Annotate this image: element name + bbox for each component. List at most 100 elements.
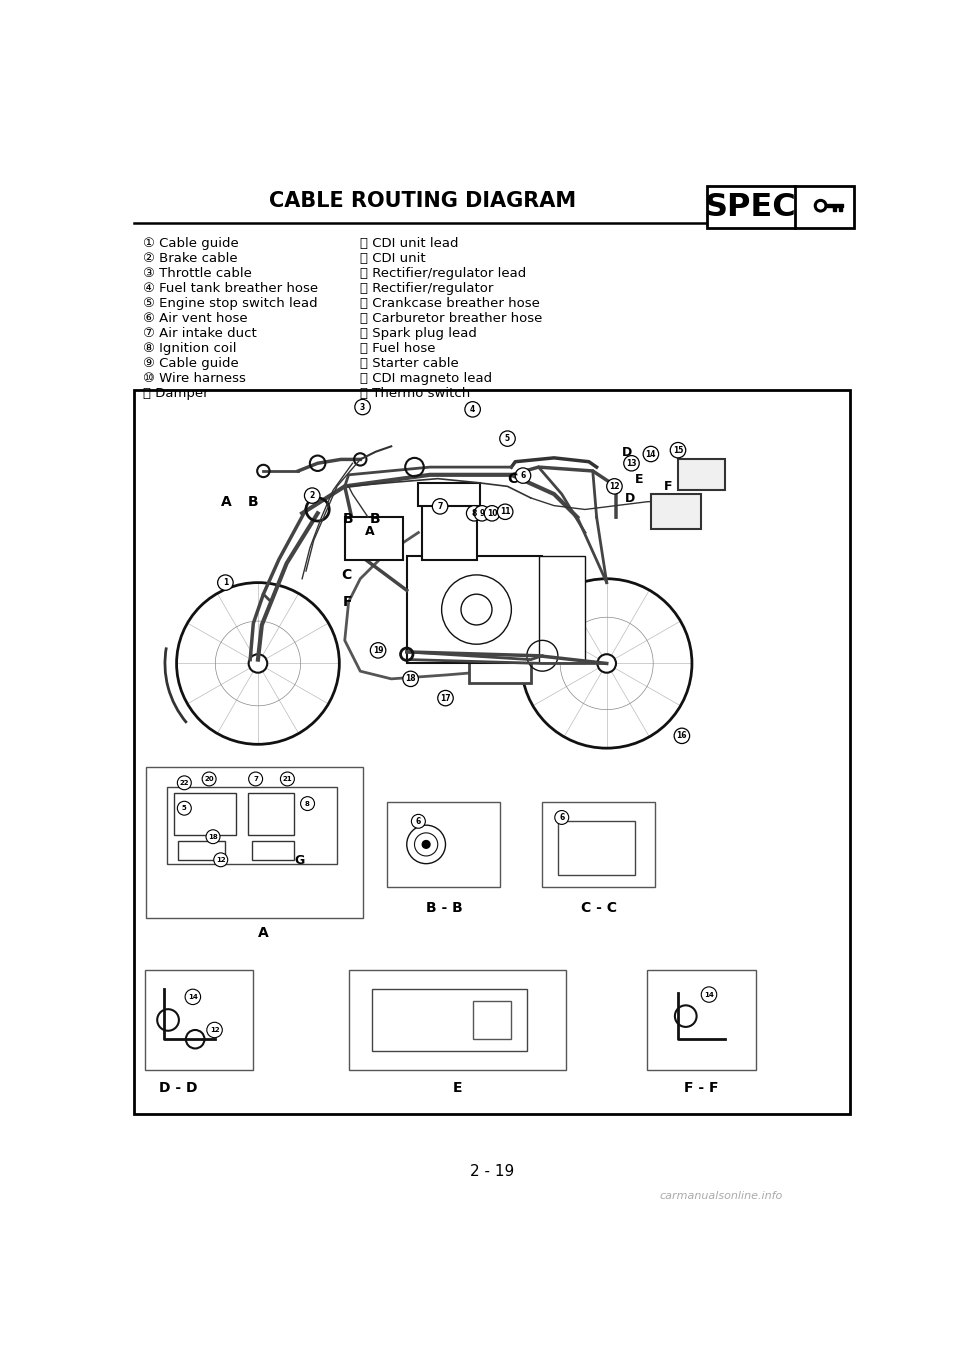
Circle shape: [670, 443, 685, 458]
Bar: [372, 989, 527, 1051]
Text: A: A: [258, 926, 269, 940]
Text: ② Brake cable: ② Brake cable: [143, 251, 238, 265]
Circle shape: [422, 841, 430, 849]
Bar: [388, 803, 500, 887]
Text: 20: 20: [204, 775, 214, 782]
Text: 6: 6: [559, 813, 564, 822]
Text: ③ Throttle cable: ③ Throttle cable: [143, 268, 252, 280]
Text: 17: 17: [441, 694, 451, 702]
Text: D: D: [625, 492, 635, 505]
Text: 14: 14: [188, 994, 198, 999]
Text: 14: 14: [646, 449, 656, 459]
Text: D: D: [622, 445, 633, 459]
Text: ① Cable guide: ① Cable guide: [143, 236, 239, 250]
Text: 22: 22: [180, 779, 189, 786]
Text: D - D: D - D: [158, 1081, 198, 1095]
Circle shape: [484, 505, 500, 521]
Bar: [166, 786, 337, 864]
Text: 15: 15: [673, 445, 684, 455]
Text: B - B: B - B: [425, 900, 463, 915]
Circle shape: [500, 430, 516, 447]
Circle shape: [371, 642, 386, 659]
Text: ⑨ Cable guide: ⑨ Cable guide: [143, 357, 239, 369]
Circle shape: [203, 773, 216, 786]
Text: ⑳ Starter cable: ⑳ Starter cable: [360, 357, 459, 369]
Text: 5: 5: [505, 435, 510, 443]
Text: 2 - 19: 2 - 19: [469, 1164, 515, 1179]
Text: CABLE ROUTING DIAGRAM: CABLE ROUTING DIAGRAM: [269, 191, 576, 212]
Text: 8: 8: [471, 509, 477, 517]
Bar: [248, 793, 295, 835]
Text: 7: 7: [253, 775, 258, 782]
Text: 11: 11: [500, 508, 511, 516]
Text: C: C: [508, 471, 517, 486]
Bar: [134, 390, 850, 1114]
Text: 18: 18: [405, 675, 416, 683]
Text: 13: 13: [626, 459, 636, 467]
Circle shape: [214, 853, 228, 866]
Circle shape: [249, 773, 263, 786]
Text: ⑩ Wire harness: ⑩ Wire harness: [143, 372, 246, 386]
Circle shape: [438, 690, 453, 706]
Bar: [348, 970, 565, 1070]
Bar: [678, 459, 725, 490]
Circle shape: [280, 773, 295, 786]
Text: 6: 6: [520, 471, 526, 481]
Bar: [826, 204, 843, 208]
Text: ⑴ CDI magneto lead: ⑴ CDI magneto lead: [360, 372, 492, 386]
Circle shape: [818, 202, 824, 209]
Circle shape: [432, 498, 447, 515]
Text: 12: 12: [610, 482, 620, 490]
Text: ⑵ Thermo switch: ⑵ Thermo switch: [360, 387, 470, 401]
Text: ⑪ Damper: ⑪ Damper: [143, 387, 209, 401]
Bar: [179, 841, 225, 860]
Circle shape: [300, 797, 315, 811]
Text: SPEC: SPEC: [705, 191, 797, 223]
Circle shape: [218, 574, 233, 591]
Circle shape: [304, 488, 320, 504]
Bar: [422, 501, 476, 559]
Bar: [407, 555, 542, 664]
Text: ⑮ Rectifier/regulator: ⑮ Rectifier/regulator: [360, 282, 493, 295]
Text: B: B: [370, 512, 380, 526]
Text: 12: 12: [209, 1027, 220, 1033]
Circle shape: [643, 447, 659, 462]
Bar: [651, 494, 701, 528]
Circle shape: [465, 402, 480, 417]
Bar: [539, 555, 585, 664]
Text: ⑧ Ignition coil: ⑧ Ignition coil: [143, 342, 237, 354]
Text: 18: 18: [208, 834, 218, 839]
Text: ⑭ Rectifier/regulator lead: ⑭ Rectifier/regulator lead: [360, 268, 526, 280]
Text: ⑦ Air intake duct: ⑦ Air intake duct: [143, 327, 257, 340]
Circle shape: [178, 775, 191, 790]
Bar: [833, 208, 836, 210]
Text: ⑫ CDI unit lead: ⑫ CDI unit lead: [360, 236, 459, 250]
Text: ⑥ Air vent hose: ⑥ Air vent hose: [143, 312, 248, 325]
Text: ⑬ CDI unit: ⑬ CDI unit: [360, 251, 426, 265]
Circle shape: [674, 728, 689, 744]
Circle shape: [555, 811, 568, 824]
Text: 5: 5: [182, 805, 186, 811]
Bar: [839, 208, 842, 210]
Text: 16: 16: [677, 732, 687, 740]
Text: C: C: [341, 568, 351, 581]
Bar: [707, 186, 854, 228]
Text: 4: 4: [470, 405, 475, 414]
Text: 7: 7: [438, 502, 443, 511]
Bar: [472, 1001, 512, 1039]
Circle shape: [206, 1023, 223, 1038]
Text: 14: 14: [704, 991, 714, 998]
Text: 8: 8: [305, 801, 310, 807]
Bar: [647, 970, 756, 1070]
Circle shape: [403, 671, 419, 687]
Text: 9: 9: [479, 509, 485, 517]
Text: 2: 2: [309, 492, 315, 500]
Text: 3: 3: [360, 402, 365, 411]
Bar: [146, 767, 363, 918]
Text: E: E: [452, 1081, 462, 1095]
Text: 21: 21: [282, 775, 292, 782]
Text: 10: 10: [487, 509, 497, 517]
Circle shape: [607, 478, 622, 494]
Circle shape: [206, 830, 220, 843]
Text: E: E: [636, 473, 644, 486]
